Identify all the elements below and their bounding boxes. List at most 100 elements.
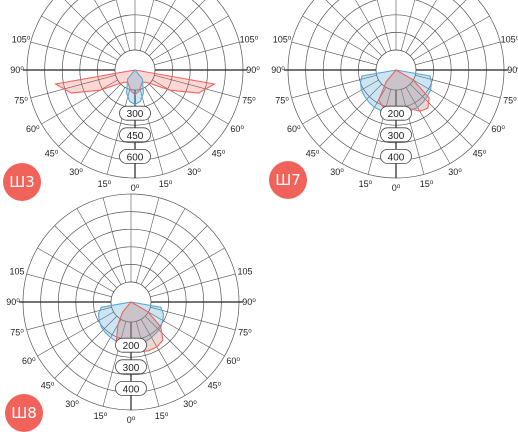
grid-spoke [106,89,131,175]
grid-spoke [355,0,387,53]
angle-label: 15⁰ [155,411,169,421]
grid-spoke [291,74,377,99]
grid-spoke [76,319,122,396]
grid-spoke [102,197,127,283]
angle-label: 75⁰ [238,328,252,338]
angle-label: 15⁰ [420,179,434,189]
grid-spoke [144,315,208,379]
angle-label: 90⁰ [242,297,256,307]
angle-label: 45⁰ [41,380,55,390]
grid-spoke [291,41,377,66]
angle-label: 75⁰ [10,328,24,338]
angle-label: 0⁰ [127,415,136,425]
intensity-curve-2 [126,69,144,106]
grid-spoke [150,306,236,331]
grid-spoke [26,306,112,331]
angle-label: 0⁰ [392,183,401,193]
grid-spoke [37,247,114,293]
badge-sh7: Ш7 [269,161,307,199]
grid-spoke [140,319,186,396]
grid-spoke [54,315,118,379]
angle-label: 30⁰ [69,167,83,177]
ring-value-pill [115,359,147,375]
angle-label: 90⁰ [10,65,24,75]
ring-value-label: 450 [127,131,144,142]
angle-label: 30⁰ [330,167,344,177]
ring-value-pill [380,148,412,164]
badge-sh8: Ш8 [5,394,43,432]
grid-spoke [413,15,490,61]
intensity-curve-1 [54,69,216,96]
grid-spoke [367,89,392,175]
grid-spoke [148,247,225,293]
grid-spoke [41,79,118,125]
ring-value-label: 300 [388,131,405,142]
angle-label: 105⁰ [501,34,518,44]
angle-label: 90⁰ [271,65,285,75]
angle-label: 75⁰ [14,96,28,106]
grid-spoke [302,15,379,61]
grid-spoke [400,0,416,51]
angle-label: 60⁰ [22,356,36,366]
ring-value-pill [115,337,147,353]
ring-value-pill [119,127,151,143]
grid-spoke [139,0,155,51]
grid-spoke [54,225,118,289]
grid-spoke [409,83,473,147]
ring-value-label: 300 [123,363,140,374]
angle-label: 90⁰ [507,65,518,75]
grid-spoke [148,0,206,57]
ring-value-label: 400 [388,152,405,163]
angle-label: 30⁰ [65,399,79,409]
grid-spoke [148,311,225,357]
polar-diagram-2: 200 300 400 0⁰ 15⁰ 15⁰ 30⁰ 30⁰ 45⁰ 45⁰ 60⁰ 60⁰ 75⁰ 75… [271,0,518,193]
angle-label: 15⁰ [94,411,108,421]
angle-label: 60⁰ [230,124,244,134]
angle-label: 60⁰ [226,356,240,366]
grid-spoke [152,79,229,125]
badge-sh3: Ш3 [3,163,41,201]
ring-value-label: 200 [388,109,405,120]
grid-spoke [376,0,392,51]
grid-spoke [144,0,176,53]
ring-value-label: 400 [123,384,140,395]
angle-label: 105 [10,266,25,276]
angle-label: 75⁰ [503,96,517,106]
ring-value-pill [119,148,151,164]
angle-label: 105⁰ [240,34,259,44]
grid-spoke [102,321,127,407]
grid-spoke [76,208,122,285]
angle-label: 30⁰ [183,399,197,409]
grid-spoke [144,87,190,164]
angle-label: 75⁰ [275,96,289,106]
angle-label: 105⁰ [12,34,31,44]
grid-spoke [405,0,437,53]
ring-value-pill [115,380,147,396]
angle-label: 15⁰ [159,179,173,189]
grid-spoke [26,273,112,298]
polar-diagram-1: 300 450 600 0⁰ 15⁰ 15⁰ 30⁰ 30⁰ 45⁰ 45⁰ 60⁰ 60⁰ 75⁰ 75… [10,0,260,193]
ring-value-pill [380,105,412,121]
angle-label: 60⁰ [287,124,301,134]
angle-label: 30⁰ [187,167,201,177]
angle-label: 45⁰ [306,148,320,158]
angle-label: 60⁰ [491,124,505,134]
grid-spoke [302,79,379,125]
grid-spoke [80,87,126,164]
grid-spoke [415,74,501,99]
grid-spoke [37,311,114,357]
angle-label: 15⁰ [359,179,373,189]
grid-spoke [154,41,240,66]
angle-label: 90⁰ [6,297,20,307]
grid-spoke [41,15,118,61]
grid-spoke [140,208,186,285]
grid-spoke [413,79,490,125]
angle-label: 105 [237,266,252,276]
grid-spoke [409,0,467,57]
grid-spoke [405,87,451,164]
angle-label: 0⁰ [131,183,140,193]
ring-value-label: 200 [123,341,140,352]
grid-spoke [319,83,383,147]
grid-spoke [139,89,164,175]
